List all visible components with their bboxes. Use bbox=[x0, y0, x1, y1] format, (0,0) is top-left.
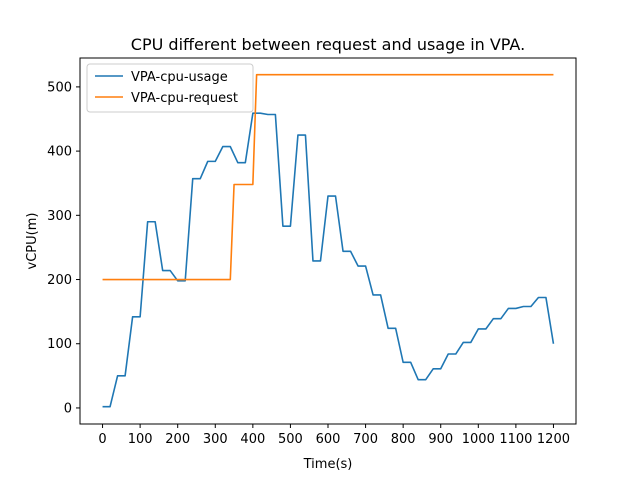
legend-label-usage: VPA-cpu-usage bbox=[131, 70, 228, 85]
legend-label-request: VPA-cpu-request bbox=[131, 91, 238, 106]
x-axis-label: Time(s) bbox=[303, 457, 353, 472]
series-layer bbox=[102, 73, 555, 408]
x-tick-label: 1200 bbox=[537, 432, 570, 447]
x-axis-ticks: 0 100 200 300 400 500 600 700 800 900 1000 1100 1200 bbox=[98, 424, 570, 447]
y-tick-label: 500 bbox=[47, 80, 72, 95]
series-line-request bbox=[102, 73, 554, 281]
series-line-usage bbox=[102, 112, 555, 408]
x-tick-label: 100 bbox=[128, 432, 153, 447]
y-tick-label: 200 bbox=[47, 273, 72, 288]
axes-frame bbox=[79, 57, 577, 425]
x-tick-label: 1100 bbox=[499, 432, 532, 447]
y-tick-label: 400 bbox=[47, 145, 72, 160]
y-tick-label: 100 bbox=[47, 337, 72, 352]
x-tick-label: 700 bbox=[353, 432, 378, 447]
y-axis-label: vCPU(m) bbox=[25, 213, 40, 270]
y-tick-label: 0 bbox=[64, 401, 72, 416]
x-tick-label: 300 bbox=[203, 432, 228, 447]
x-tick-label: 200 bbox=[165, 432, 190, 447]
x-tick-label: 1000 bbox=[462, 432, 495, 447]
legend-box bbox=[86, 63, 254, 113]
x-tick-label: 600 bbox=[316, 432, 341, 447]
x-tick-label: 400 bbox=[240, 432, 265, 447]
x-tick-label: 500 bbox=[278, 432, 303, 447]
x-tick-label: 0 bbox=[98, 432, 106, 447]
x-tick-label: 800 bbox=[391, 432, 416, 447]
legend: VPA-cpu-usage VPA-cpu-request bbox=[86, 63, 254, 113]
y-axis-ticks: 0 100 200 300 400 500 bbox=[47, 80, 80, 416]
chart-title: CPU different between request and usage … bbox=[131, 35, 525, 54]
y-tick-label: 300 bbox=[47, 209, 72, 224]
x-tick-label: 900 bbox=[428, 432, 453, 447]
